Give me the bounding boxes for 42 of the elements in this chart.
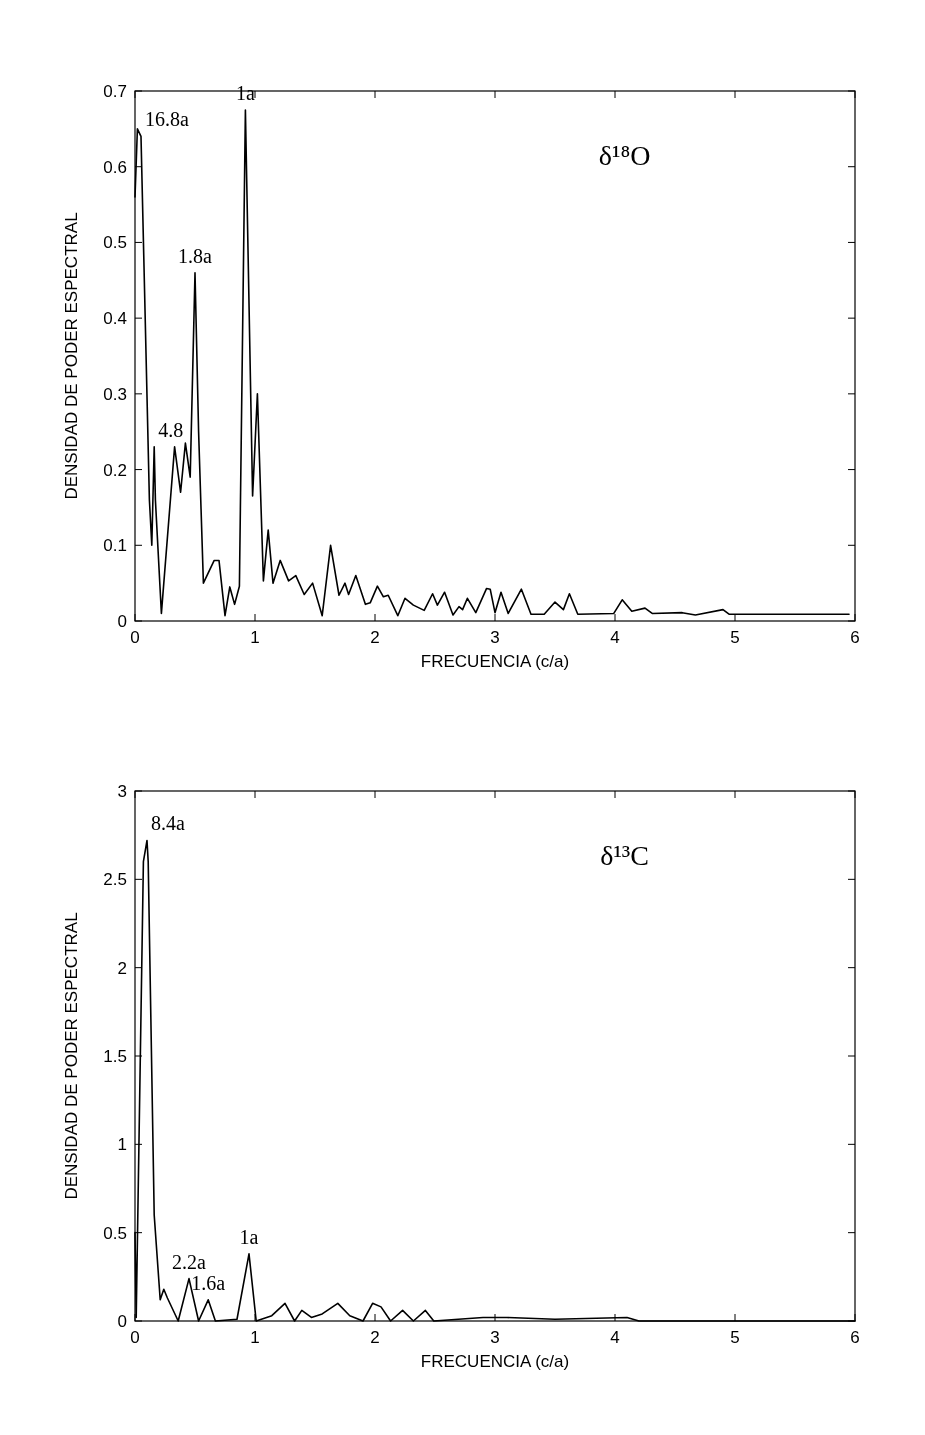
- y-tick-label: 2.5: [103, 870, 127, 890]
- x-tick-label: 1: [250, 1328, 260, 1347]
- annotation: 4.8: [158, 418, 184, 441]
- y-tick-label: 0.5: [103, 1223, 127, 1243]
- text: δ¹³C: [600, 840, 649, 872]
- x-axis-title: FRECUENCIA (c/a): [420, 652, 570, 671]
- y-tick-label: 0: [117, 611, 127, 631]
- y-tick-label: 0.4: [103, 309, 127, 329]
- x-tick-label: 3: [490, 1328, 500, 1347]
- x-tick-label: 6: [850, 628, 860, 647]
- y-tick-label: 0.5: [103, 233, 127, 253]
- y-tick-label: 0: [117, 1311, 127, 1331]
- annotation: 16.8a: [145, 108, 189, 131]
- annotation: 8.4a: [151, 812, 185, 835]
- y-axis-title: DENSIDAD DE PODER ESPECTRAL: [62, 912, 81, 1200]
- annotation: 1.8a: [178, 244, 213, 267]
- text: δ¹⁸O: [598, 140, 651, 172]
- y-axis-title: DENSIDAD DE PODER ESPECTRAL: [62, 212, 81, 500]
- y-tick-label: 2: [117, 958, 127, 978]
- y-tick-label: 0.1: [103, 536, 127, 556]
- y-tick-label: 0.3: [103, 384, 127, 404]
- x-tick-label: 0: [130, 1328, 140, 1347]
- x-tick-label: 1: [250, 628, 260, 647]
- y-tick-label: 0.7: [103, 81, 127, 101]
- x-tick-label: 6: [850, 1328, 860, 1347]
- y-tick-label: 0.6: [103, 157, 127, 177]
- y-tick-label: 1.5: [103, 1046, 127, 1066]
- annotation: 2.2a: [172, 1250, 207, 1273]
- x-tick-label: 4: [610, 1328, 620, 1347]
- x-tick-label: 5: [730, 628, 740, 647]
- annotation: 1.6a: [191, 1271, 226, 1294]
- x-tick-label: 2: [370, 1328, 380, 1347]
- annotation: 1a: [239, 1225, 259, 1248]
- x-axis-title: FRECUENCIA (c/a): [420, 1352, 570, 1371]
- x-tick-label: 0: [130, 628, 140, 647]
- y-tick-label: 0.2: [103, 460, 127, 480]
- y-tick-label: 3: [117, 781, 127, 801]
- x-tick-label: 5: [730, 1328, 740, 1347]
- x-tick-label: 3: [490, 628, 500, 647]
- x-tick-label: 2: [370, 628, 380, 647]
- x-tick-label: 4: [610, 628, 620, 647]
- y-tick-label: 1: [117, 1135, 127, 1155]
